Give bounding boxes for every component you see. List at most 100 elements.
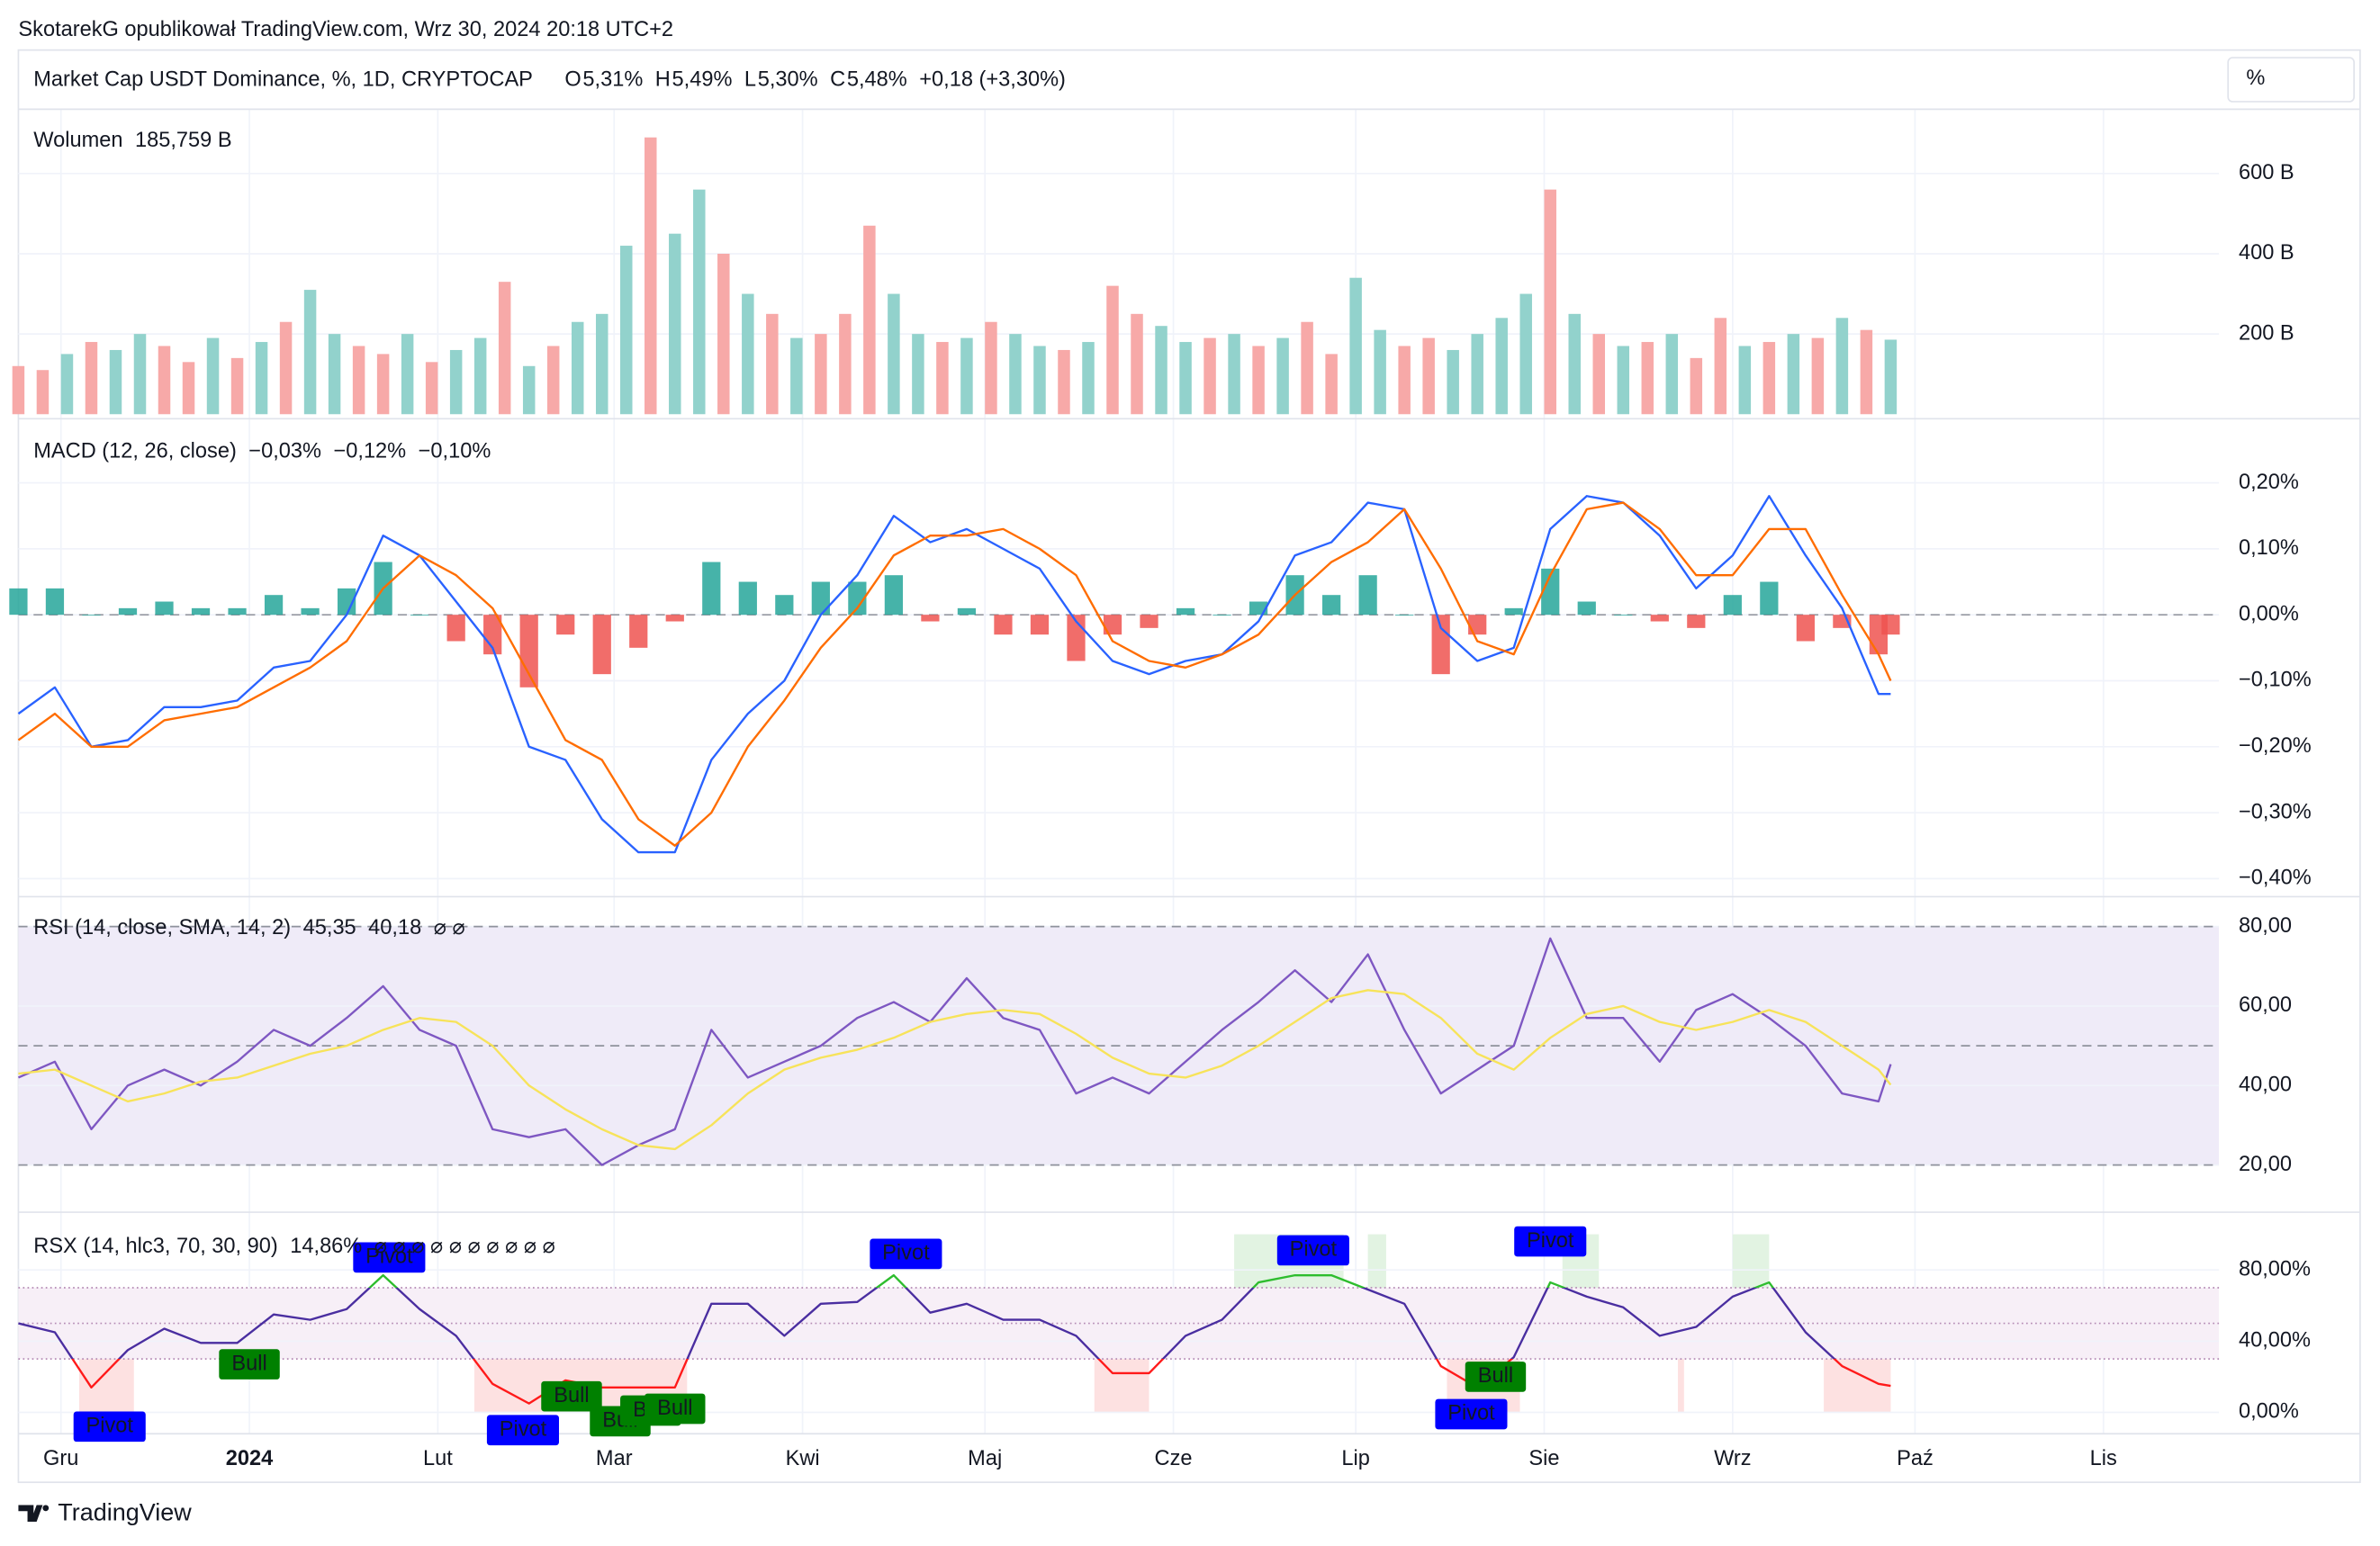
- volume-bar: [766, 313, 779, 415]
- ohlc-label: L: [744, 68, 756, 92]
- volume-bar: [1860, 329, 1873, 415]
- volume-bar: [303, 290, 317, 415]
- y-tick-label: 0,10%: [2239, 536, 2299, 560]
- chart-frame: [17, 49, 2361, 1484]
- legend-value: −0,10%: [419, 440, 491, 463]
- volume-bar: [1787, 334, 1800, 415]
- volume-bar: [352, 346, 365, 415]
- annotation-box: [1514, 1226, 1587, 1257]
- ohlc-label: H: [655, 68, 671, 92]
- volume-bar: [790, 337, 803, 415]
- annotation-label: Bull: [231, 1352, 266, 1375]
- volume-bar: [839, 313, 852, 415]
- histogram-bar: [738, 581, 757, 616]
- volume-bar: [960, 337, 973, 415]
- volume-bar: [85, 342, 98, 415]
- volume-bar: [1398, 346, 1411, 415]
- ohlc-value: 5,31%: [582, 68, 643, 92]
- histogram-bar: [1614, 615, 1633, 616]
- volume-bar: [912, 334, 924, 415]
- panel-value: 185,759 B: [135, 129, 232, 152]
- volume-bar: [1592, 334, 1606, 415]
- volume-bar: [449, 349, 463, 415]
- x-tick-label: Lip: [1341, 1447, 1370, 1470]
- x-tick-label: Kwi: [786, 1447, 820, 1470]
- signal-zone: [1824, 1359, 1891, 1413]
- histogram-bar: [118, 607, 138, 616]
- legend-value: 40,18: [368, 916, 421, 939]
- histogram-bar: [629, 615, 648, 648]
- x-tick-label: Gru: [43, 1447, 78, 1470]
- histogram-bar: [702, 562, 721, 616]
- histogram-bar: [775, 595, 794, 616]
- logo-icon: [18, 1505, 50, 1523]
- volume-bar: [12, 365, 25, 415]
- y-tick-label: −0,10%: [2239, 669, 2312, 692]
- volume-bar: [1155, 326, 1167, 415]
- volume-bar: [815, 334, 827, 415]
- x-tick-label: Maj: [968, 1447, 1002, 1470]
- y-tick-label: 0,00%: [2239, 602, 2299, 625]
- annotation-label: Bull: [657, 1397, 692, 1420]
- attribution: SkotarekG opublikował TradingView.com, W…: [18, 18, 673, 41]
- volume-bar: [717, 253, 730, 415]
- ohlc-value: 5,49%: [672, 68, 733, 92]
- histogram-bar: [1140, 615, 1158, 628]
- histogram-bar: [519, 615, 538, 688]
- annotation-box: [486, 1415, 559, 1446]
- volume-bar: [1009, 334, 1022, 415]
- scale-button[interactable]: [2227, 57, 2355, 103]
- ohlc-label: O: [564, 68, 581, 92]
- histogram-bar: [1881, 615, 1900, 635]
- x-tick-label: Lut: [423, 1447, 453, 1470]
- scale-button-label[interactable]: %: [2246, 67, 2265, 90]
- volume-bar: [1544, 189, 1556, 415]
- volume-bar: [1738, 346, 1752, 415]
- volume-bar: [1884, 339, 1898, 415]
- volume-bar: [1811, 337, 1825, 415]
- plot-area: Gru 2024 Lut Mar Kwi Maj Cze Lip Sie Wrz Paź Lis 200…: [9, 108, 2360, 1470]
- x-tick-label: Wrz: [1714, 1447, 1752, 1470]
- legend-value: 45,35: [303, 916, 356, 939]
- annotation-label: Pivot: [365, 1245, 413, 1269]
- x-tick-label: Mar: [596, 1447, 633, 1470]
- annotation-label: Pivot: [1290, 1238, 1338, 1262]
- histogram-bar: [1687, 615, 1706, 628]
- volume-bar: [1228, 334, 1240, 415]
- ohlc-value: 5,30%: [758, 68, 818, 92]
- x-tick-label: Sie: [1528, 1447, 1559, 1470]
- histogram-bar: [410, 615, 429, 616]
- volume-bar: [1568, 313, 1581, 415]
- histogram-bar: [155, 601, 174, 616]
- volume-bar: [1374, 329, 1386, 415]
- histogram-bar: [1322, 595, 1341, 616]
- histogram-bar: [1650, 615, 1669, 622]
- volume-bar: [206, 337, 220, 415]
- band: [18, 1287, 2220, 1360]
- series-line: [17, 495, 1891, 854]
- volume-bar: [133, 334, 147, 415]
- legend-value: −0,03%: [248, 440, 321, 463]
- x-tick-label: Cze: [1155, 1447, 1193, 1470]
- histogram-bar: [1577, 601, 1596, 616]
- histogram-bar: [228, 607, 247, 616]
- volume-bar: [1617, 346, 1630, 415]
- histogram-bar: [1103, 615, 1122, 635]
- histogram-bar: [82, 615, 101, 616]
- annotation-label: Pivot: [1447, 1402, 1495, 1425]
- y-tick-label: −0,30%: [2239, 800, 2312, 823]
- series-line: [17, 501, 1892, 847]
- x-tick-label: Paź: [1897, 1447, 1934, 1470]
- volume-bar: [620, 246, 633, 415]
- annotation-box: [73, 1411, 146, 1443]
- panel-title: MACD (12, 26, close): [33, 440, 237, 463]
- legends: Wolumen 185,759 B MACD (12, 26, close) −0,0…: [33, 129, 555, 1258]
- volume-bar: [1495, 318, 1508, 415]
- volume-bar: [888, 293, 900, 415]
- y-tick-label: −0,20%: [2239, 734, 2312, 758]
- volume-bar: [328, 334, 341, 415]
- histogram-bar: [921, 615, 940, 622]
- volume-bar: [376, 354, 390, 415]
- panel-extra: ⌀ ⌀ ⌀ ⌀ ⌀ ⌀ ⌀ ⌀ ⌀ ⌀: [374, 1235, 555, 1258]
- volume-bar: [1665, 334, 1679, 415]
